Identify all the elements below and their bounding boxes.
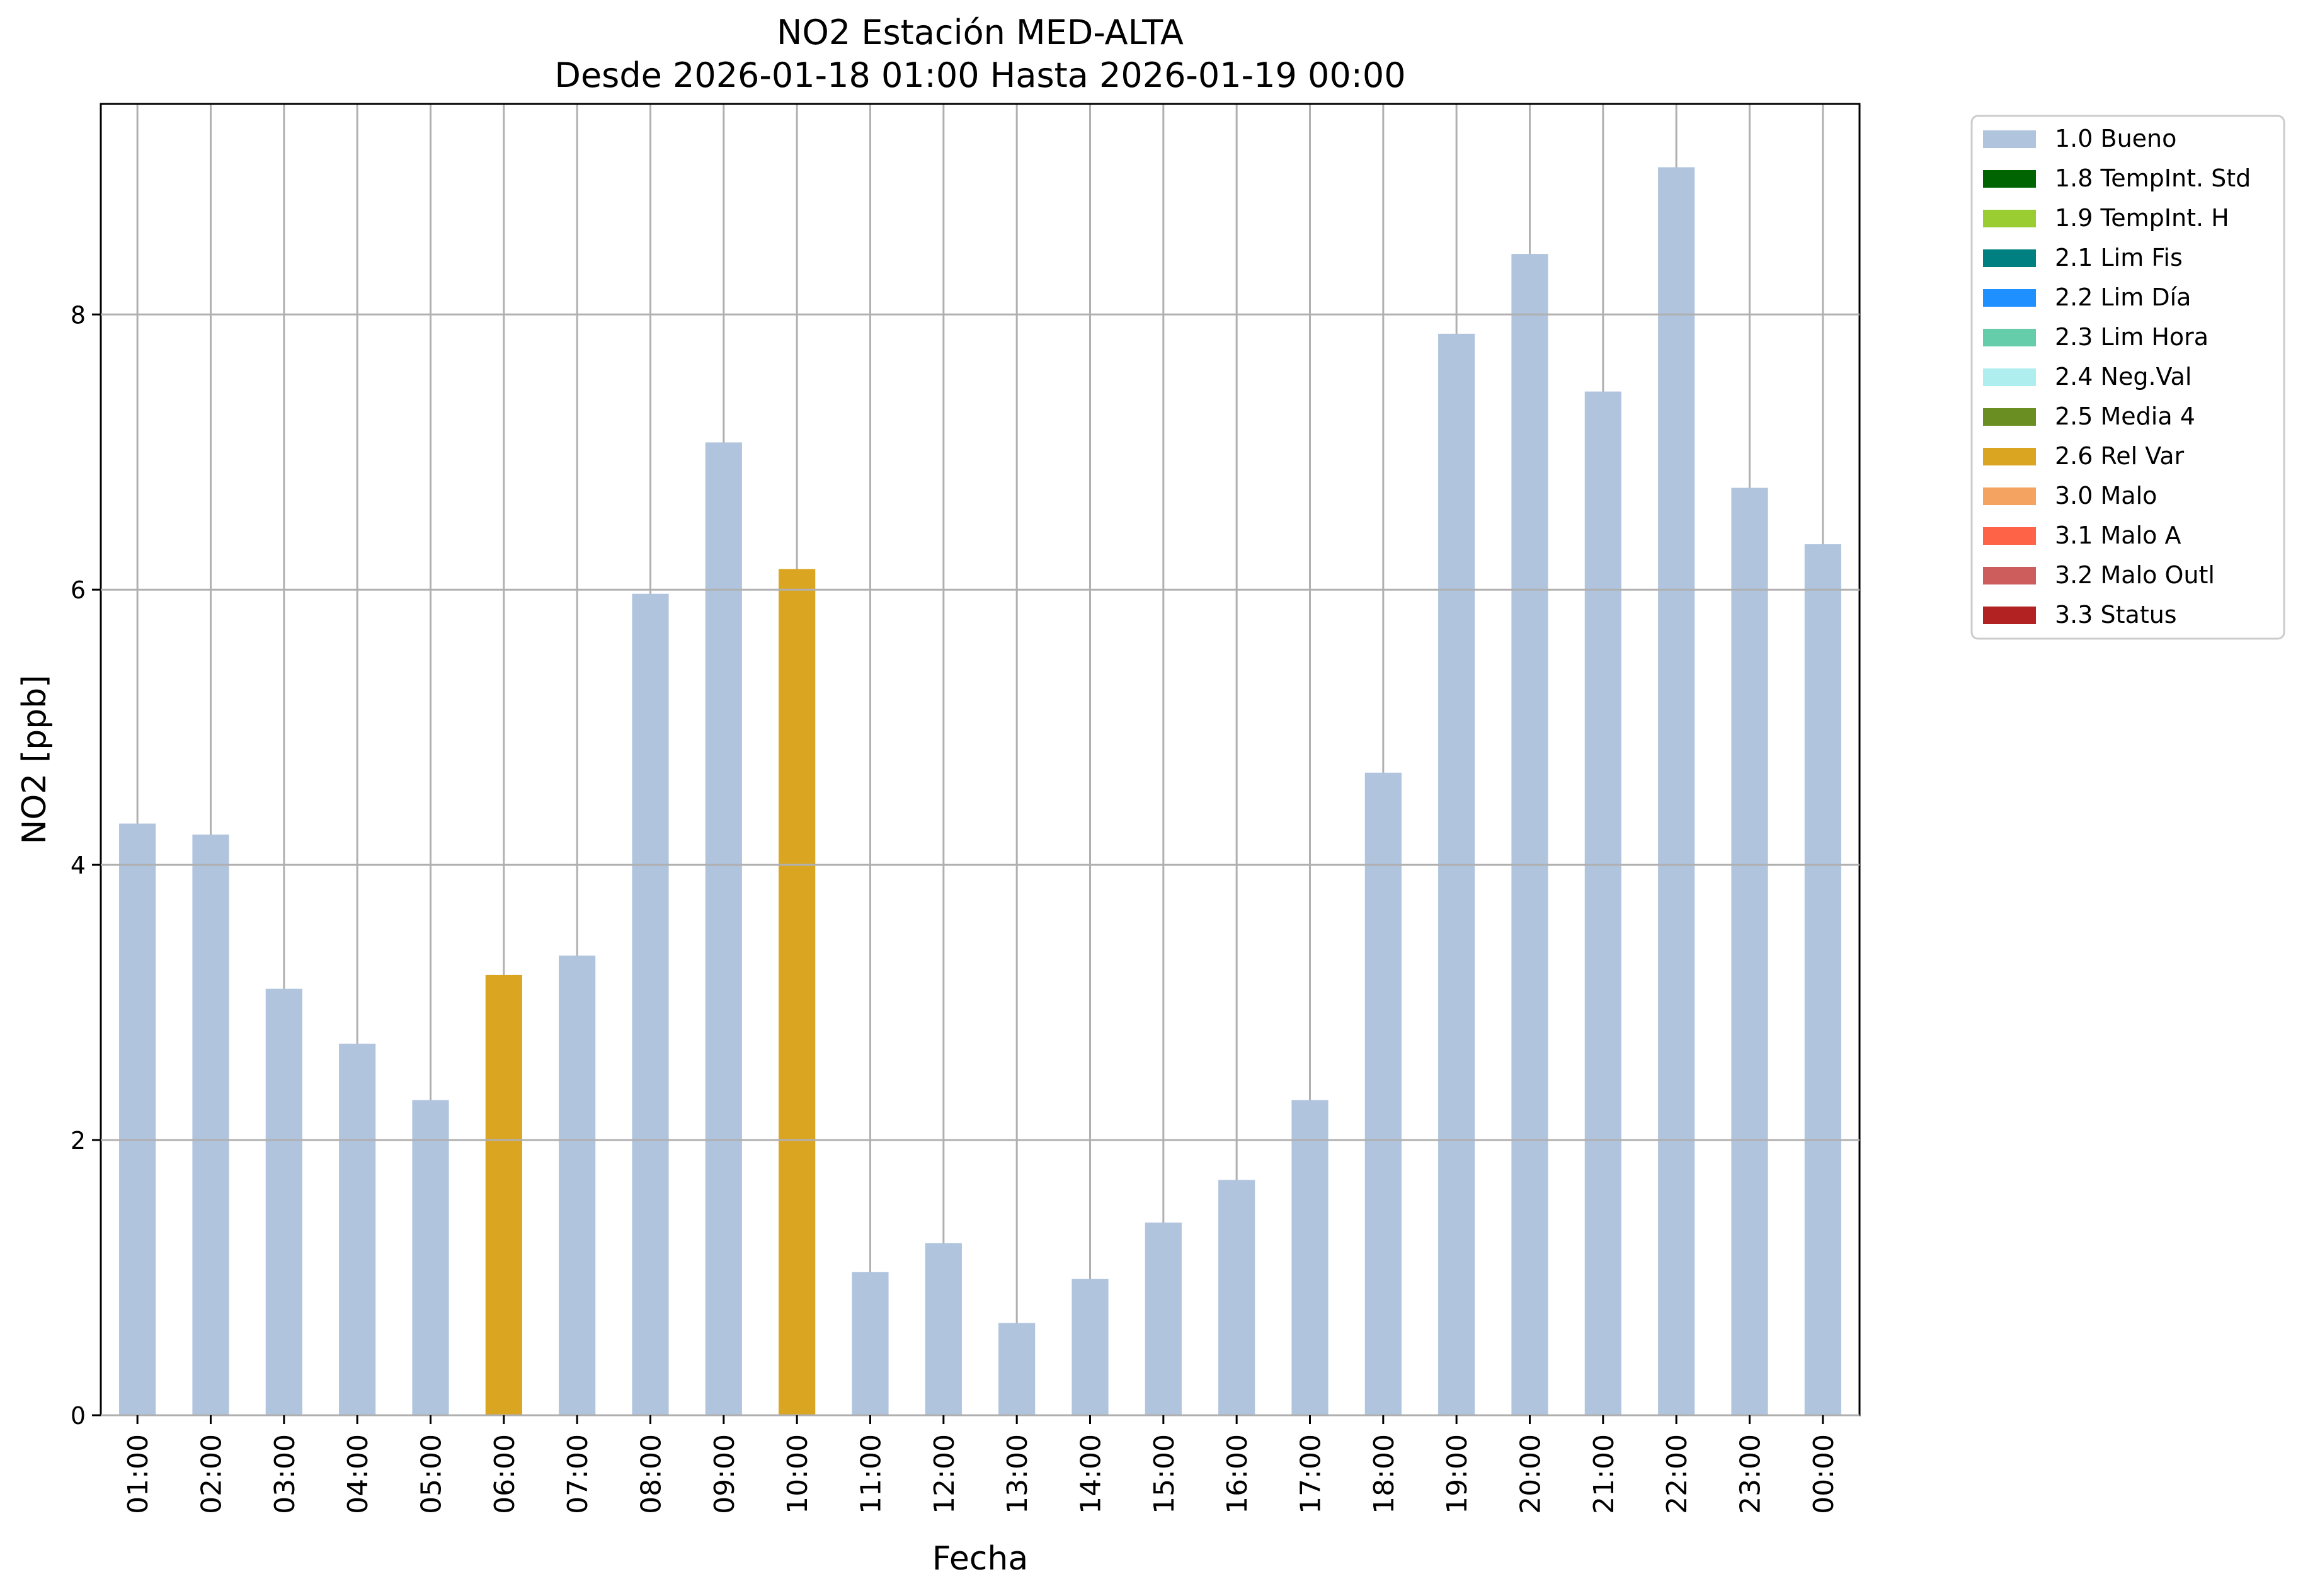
bar-1200 — [925, 1243, 962, 1415]
x-tick-label: 14:00 — [1075, 1434, 1107, 1514]
legend-frame — [1970, 115, 2285, 640]
x-tick-label: 12:00 — [929, 1434, 961, 1514]
x-tick-label: 18:00 — [1368, 1434, 1400, 1514]
x-tick-label: 15:00 — [1148, 1434, 1180, 1514]
y-tick-label: 8 — [71, 301, 86, 329]
legend-label: 3.1 Malo A — [2055, 522, 2181, 549]
bar-1400 — [1071, 1279, 1109, 1415]
bar-0200 — [192, 835, 229, 1415]
chart-subtitle: Desde 2026-01-18 01:00 Hasta 2026-01-19 … — [554, 55, 1405, 95]
bar-2300 — [1731, 487, 1768, 1416]
legend-swatch — [1983, 448, 2036, 465]
x-tick-label: 04:00 — [342, 1434, 374, 1514]
bar-0800 — [632, 593, 669, 1415]
x-tick-label: 08:00 — [636, 1434, 668, 1514]
legend-label: 3.0 Malo — [2055, 482, 2157, 510]
bar-1500 — [1145, 1223, 1182, 1415]
legend-label: 2.1 Lim Fis — [2055, 244, 2183, 271]
bar-2100 — [1584, 391, 1621, 1415]
legend-label: 3.3 Status — [2055, 601, 2177, 629]
x-tick-label: 16:00 — [1221, 1434, 1254, 1514]
x-tick-label: 06:00 — [489, 1434, 521, 1514]
legend-swatch — [1983, 487, 2036, 505]
y-tick-label: 6 — [71, 576, 86, 604]
x-tick-label: 01:00 — [122, 1434, 154, 1514]
chart-title: NO2 Estación MED-ALTA — [777, 13, 1184, 52]
legend-label: 1.8 TempInt. Std — [2055, 164, 2251, 192]
bar-0000 — [1804, 544, 1841, 1415]
x-tick-label: 21:00 — [1588, 1434, 1620, 1514]
y-tick-label: 4 — [71, 852, 86, 879]
legend-swatch — [1983, 408, 2036, 426]
bar-2000 — [1511, 254, 1548, 1415]
x-tick-label: 19:00 — [1441, 1434, 1473, 1514]
bar-1900 — [1438, 333, 1475, 1415]
legend-swatch — [1983, 567, 2036, 584]
y-axis-label: NO2 [ppb] — [16, 675, 54, 844]
legend-swatch — [1983, 329, 2036, 346]
x-tick-label: 17:00 — [1295, 1434, 1327, 1514]
bar-0600 — [485, 974, 522, 1415]
x-tick-label: 10:00 — [782, 1434, 814, 1514]
grid — [136, 104, 1824, 1415]
legend-swatch — [1983, 368, 2036, 386]
legend-label: 1.0 Bueno — [2055, 125, 2176, 152]
legend-swatch — [1983, 607, 2036, 624]
bar-0900 — [705, 442, 742, 1415]
bar-1100 — [852, 1272, 889, 1415]
bar-2200 — [1658, 167, 1695, 1416]
legend-label: 2.3 Lim Hora — [2055, 323, 2209, 351]
legend-swatch — [1983, 170, 2036, 188]
legend: 1.0 Bueno 1.8 TempInt. Std 1.9 TempInt. H 2… — [1970, 115, 2285, 640]
bar-1800 — [1364, 772, 1402, 1415]
y-tick-label: 0 — [71, 1402, 86, 1430]
x-tick-label: 22:00 — [1661, 1434, 1693, 1514]
x-axis-label: Fecha — [932, 1540, 1028, 1578]
x-tick-label: 03:00 — [269, 1434, 301, 1514]
x-tick-label: 00:00 — [1808, 1434, 1840, 1514]
bar-1600 — [1218, 1180, 1255, 1415]
legend-swatch — [1983, 289, 2036, 307]
x-tick-label: 13:00 — [1002, 1434, 1034, 1514]
legend-label: 2.2 Lim Día — [2055, 283, 2191, 311]
legend-swatch — [1983, 210, 2036, 227]
bar-0400 — [339, 1044, 376, 1415]
legend-swatch — [1983, 249, 2036, 267]
bar-1300 — [998, 1323, 1036, 1415]
legend-label: 3.2 Malo Outl — [2055, 561, 2215, 589]
x-tick-label: 07:00 — [562, 1434, 594, 1514]
axes: 0 2 4 6 8 01:00 02:00 03:00 04:00 05:00 06:00 07:00… — [71, 301, 1860, 1514]
y-tick-label: 2 — [71, 1127, 86, 1154]
bar-0300 — [265, 988, 302, 1415]
x-tick-label: 05:00 — [416, 1434, 448, 1514]
bar-0700 — [559, 955, 596, 1415]
legend-label: 1.9 TempInt. H — [2055, 204, 2229, 232]
bars — [119, 167, 1841, 1416]
legend-label: 2.5 Media 4 — [2055, 402, 2195, 430]
bar-1700 — [1291, 1100, 1329, 1415]
x-tick-label: 11:00 — [855, 1434, 888, 1514]
legend-swatch — [1983, 527, 2036, 545]
bar-0500 — [412, 1100, 449, 1415]
x-tick-label: 02:00 — [196, 1434, 228, 1514]
x-tick-label: 23:00 — [1735, 1434, 1767, 1514]
x-tick-label: 20:00 — [1515, 1434, 1547, 1514]
bar-1000 — [779, 569, 816, 1415]
legend-label: 2.6 Rel Var — [2055, 442, 2185, 470]
x-tick-label: 09:00 — [709, 1434, 741, 1514]
bar-0100 — [119, 823, 156, 1415]
legend-swatch — [1983, 130, 2036, 148]
legend-label: 2.4 Neg.Val — [2055, 363, 2192, 390]
